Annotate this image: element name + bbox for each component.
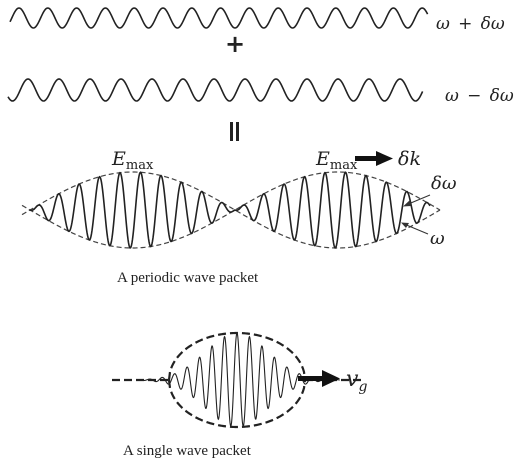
wave-omega-minus-delta-omega: [7, 78, 424, 102]
delta-k-label: δk: [398, 148, 421, 170]
envelope-pointer-arrowhead: [403, 200, 411, 207]
single-packet-carrier: [139, 332, 340, 428]
single-packet-caption: A single wave packet: [123, 443, 252, 459]
wave2-label: ω − δω: [445, 86, 514, 106]
group-velocity-arrow: [298, 370, 340, 387]
single-envelope-lower: [167, 379, 307, 429]
carrier-omega-label: ω: [430, 228, 445, 249]
periodic-wave-packet: Emax Emax δk δω ω A periodic wave packet: [21, 148, 457, 286]
equals-sign: [230, 122, 239, 141]
delta-k-arrow: [355, 151, 393, 166]
single-wave-packet: vg A single wave packet: [112, 331, 367, 459]
wave-omega-plus-delta-omega: [9, 7, 429, 29]
carrier-pointer-line: [403, 223, 429, 235]
carrier-pointer-arrowhead: [401, 222, 409, 228]
periodic-carrier-wave: [29, 171, 431, 249]
periodic-packet-caption: A periodic wave packet: [117, 270, 259, 286]
periodic-envelope-upper: [21, 171, 441, 211]
plus-sign: +: [225, 30, 245, 58]
group-velocity-label: vg: [346, 367, 367, 395]
emax-label-right: Emax: [315, 148, 358, 173]
envelope-delta-omega-label: δω: [431, 173, 457, 194]
emax-label-left: Emax: [111, 148, 154, 173]
wave1-label: ω + δω: [436, 14, 505, 34]
